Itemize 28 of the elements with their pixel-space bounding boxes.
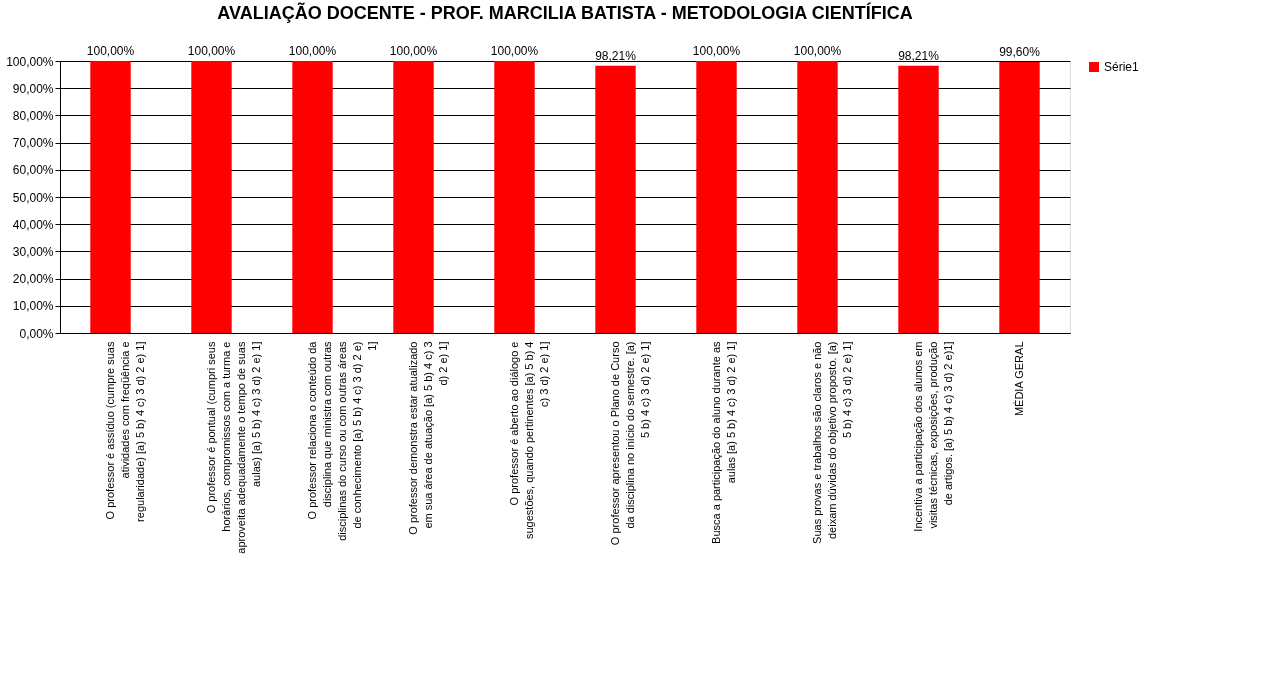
y-tick-label: 20,00% [12,272,54,287]
data-label: 99,60% [999,45,1041,60]
data-label: 100,00% [86,44,135,58]
legend-label: Série1 [1104,60,1140,74]
data-label: 98,21% [595,48,637,63]
y-tick-label: 50,00% [12,190,54,205]
chart-title: AVALIAÇÃO DOCENTE - PROF. MARCILIA BATISTA - METODOLOGIA CIENTÍFICA [217,2,913,23]
y-tick-label: 10,00% [12,299,54,314]
x-tick-label: O professor é assíduo (cumpre suas atividades com freqüência e regularidade) [a) 5 b) 4 c) 3 d) 2 e) 1] [103,341,146,522]
y-tick-label: 70,00% [12,136,54,151]
x-tick-label: O professor relaciona o conteúdo da disciplina que ministra com outras disciplinas do curso ou com outras áreas de conhecimento [a) 5 b) 4 c) 3 d) 2 e) 1] [305,340,378,541]
y-tick-label: 80,00% [12,108,54,123]
data-label: 98,21% [898,48,940,63]
x-tick-label: O professor é aberto ao diálogo e sugestões, quando pertinentes [a) 5 b) 4 c) 3 d) 2 e) 1] [507,341,550,540]
data-label: 100,00% [793,44,842,58]
y-tick-label: 40,00% [12,217,54,232]
data-label: 100,00% [187,44,236,58]
y-tick-label: 0,00% [19,326,54,341]
data-label: 100,00% [288,44,337,58]
y-tick-label: 30,00% [12,244,54,259]
y-tick-label: 60,00% [12,163,54,178]
x-tick-label: O professor demonstra estar atualizado em sua área de atuação [a) 5 b) 4 c) 3 d) 2 e) 1] [406,341,449,535]
x-tick-label: MÉDIA GERAL [1012,341,1025,417]
data-label: 100,00% [490,44,539,58]
y-tick-label: 100,00% [6,54,54,69]
data-label: 100,00% [389,44,438,58]
data-label: 100,00% [692,44,741,58]
y-tick-label: 90,00% [12,81,54,96]
